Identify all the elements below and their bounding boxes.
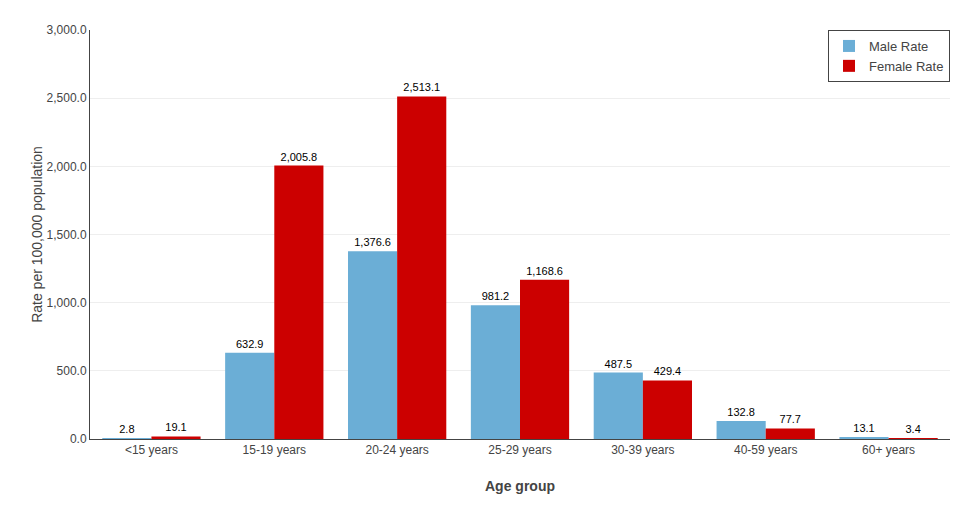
svg-text:30-39 years: 30-39 years (611, 443, 674, 457)
svg-text:60+ years: 60+ years (862, 443, 915, 457)
svg-text:3,000.0: 3,000.0 (47, 23, 87, 37)
svg-text:429.4: 429.4 (654, 365, 682, 377)
svg-text:Female Rate: Female Rate (869, 59, 943, 74)
svg-text:487.5: 487.5 (605, 358, 633, 370)
svg-text:2,000.0: 2,000.0 (47, 160, 87, 174)
svg-text:500.0: 500.0 (57, 364, 87, 378)
svg-text:2,005.8: 2,005.8 (281, 151, 318, 163)
svg-text:981.2: 981.2 (482, 290, 510, 302)
svg-text:1,168.6: 1,168.6 (526, 265, 563, 277)
svg-text:15-19 years: 15-19 years (243, 443, 306, 457)
svg-text:2,513.1: 2,513.1 (403, 81, 440, 93)
svg-text:2,500.0: 2,500.0 (47, 91, 87, 105)
svg-text:77.7: 77.7 (780, 413, 801, 425)
svg-text:Male Rate: Male Rate (869, 39, 928, 54)
svg-text:632.9: 632.9 (236, 338, 264, 350)
svg-text:40-59 years: 40-59 years (734, 443, 797, 457)
svg-text:132.8: 132.8 (727, 406, 755, 418)
svg-text:20-24 years: 20-24 years (365, 443, 428, 457)
svg-text:2.8: 2.8 (119, 423, 134, 435)
svg-text:1,376.6: 1,376.6 (354, 236, 391, 248)
svg-text:13.1: 13.1 (853, 422, 874, 434)
svg-text:<15 years: <15 years (125, 443, 178, 457)
svg-text:Age group: Age group (485, 478, 555, 494)
svg-text:Rate per 100,000 population: Rate per 100,000 population (29, 146, 45, 323)
svg-text:1,000.0: 1,000.0 (47, 296, 87, 310)
svg-text:1,500.0: 1,500.0 (47, 228, 87, 242)
svg-text:25-29 years: 25-29 years (488, 443, 551, 457)
svg-text:3.4: 3.4 (905, 423, 920, 435)
svg-text:0.0: 0.0 (70, 432, 87, 446)
svg-text:19.1: 19.1 (165, 421, 186, 433)
